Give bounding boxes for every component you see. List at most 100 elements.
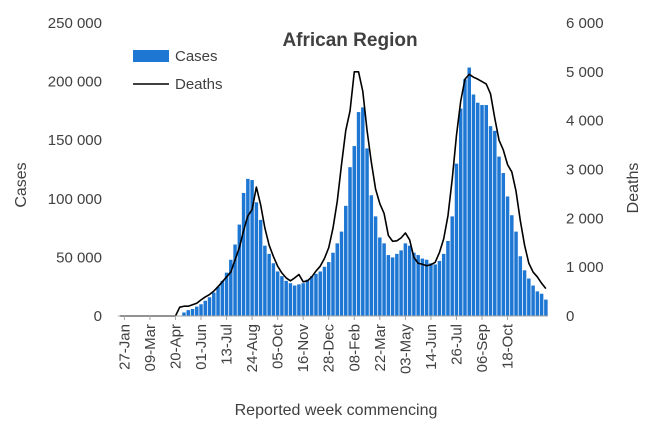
y-tick-label-left: 100 000 [48,191,102,208]
cases-bar [199,304,203,316]
cases-bar [241,192,246,316]
cases-bar [527,278,531,316]
cases-bar [186,310,190,316]
cases-bar [382,243,386,316]
cases-bar [535,291,540,316]
cases-bar [471,94,476,317]
cases-bar [216,286,220,316]
y-tick-label-right: 6 000 [566,15,604,32]
cases-bar [246,178,250,316]
cases-bar [446,240,450,316]
cases-bar [292,285,297,316]
cases-bar [237,224,242,316]
y-tick-label-right: 1 000 [566,259,604,276]
x-tick-label: 27-Jan [116,324,133,370]
x-tick-label: 18-Oct [500,323,517,369]
x-tick-label: 05-Oct [270,323,287,369]
cases-bar [424,259,429,316]
cases-bar [450,216,454,316]
cases-bar [361,107,365,316]
cases-bar [288,283,293,316]
cases-bar [284,280,288,316]
x-tick-label: 26-Jul [448,324,465,365]
cases-bar [412,252,416,316]
x-tick-label: 09-Mar [142,324,159,372]
cases-bar [335,243,339,316]
y-tick-label-left: 0 [94,308,102,325]
legend-cases-label: Cases [175,48,218,65]
cases-bar [505,196,510,316]
cases-bar [182,312,186,316]
x-tick-label: 01-Jun [193,324,210,370]
y-axis-left: 0 50 000 100 000 150 000 200 000 250 000 [48,15,102,325]
y-tick-label-left: 250 000 [48,15,102,32]
y-tick-label-left: 150 000 [48,132,102,149]
cases-bar [544,299,548,316]
cases-bar [458,108,463,316]
x-axis-title: Reported week commencing [235,402,438,419]
cases-bar [327,262,331,316]
y-tick-label-right: 4 000 [566,113,604,130]
cases-bar [356,112,361,316]
cases-bar [493,130,497,316]
cases-bar [522,270,527,316]
cases-bar [539,293,544,316]
x-tick-label: 22-Mar [372,324,389,372]
y-tick-label-right: 0 [566,308,574,325]
cases-bar [463,79,467,316]
y-tick-label-left: 50 000 [56,249,102,266]
cases-bar [309,276,314,316]
legend: Cases Deaths [133,48,223,93]
cases-bar [229,259,233,316]
cases-bar [220,280,225,316]
chart-title: African Region [282,30,417,51]
legend-deaths-label: Deaths [175,76,223,93]
cases-bars [182,67,548,317]
x-tick-label: 06-Sep [474,324,491,372]
cases-bar [386,255,391,316]
cases-bar [454,163,459,316]
cases-bar [429,263,433,316]
x-axis: 27-Jan 09-Mar 20-Apr 01-Jun 13-Jul 24-Aug 05-O… [116,315,548,375]
cases-bar [433,264,437,316]
cases-bar [339,231,344,316]
x-tick-label: 14-Jun [423,324,440,370]
cases-bar [250,180,254,316]
cases-bar [207,297,212,316]
cases-bar [497,156,501,316]
cases-bar [314,273,318,316]
deaths-line [120,71,547,317]
cases-bar [476,102,480,316]
x-tick-label: 08-Feb [346,324,363,372]
y-tick-label-right: 5 000 [566,64,604,81]
cases-bar [501,173,506,316]
cases-bar [407,245,412,316]
cases-bar [322,266,327,316]
cases-bar [378,237,382,316]
cases-bar [390,257,395,316]
cases-bar [301,283,305,316]
x-tick-label: 13-Jul [219,324,236,365]
cases-bar [348,167,352,316]
y-axis-title-left: Cases [13,162,30,207]
cases-bar [399,250,403,316]
cases-bar [518,256,523,316]
x-tick-label: 24-Aug [244,324,261,372]
cases-bar [441,253,446,316]
y-axis-title-right: Deaths [625,163,642,214]
x-tick-label: 16-Nov [295,324,312,373]
cases-bar [344,205,348,316]
cases-bar [369,195,374,316]
cases-bar [267,253,271,316]
cases-bar [420,258,425,316]
legend-cases-swatch [133,50,169,62]
cases-bar [395,253,399,316]
x-tick-label: 20-Apr [167,324,184,369]
cases-bar [280,276,284,316]
x-tick-label: 03-May [397,324,414,375]
cases-bar [297,284,301,316]
cases-bar [224,272,229,316]
cases-bar [233,244,237,316]
cases-bar [195,306,199,316]
